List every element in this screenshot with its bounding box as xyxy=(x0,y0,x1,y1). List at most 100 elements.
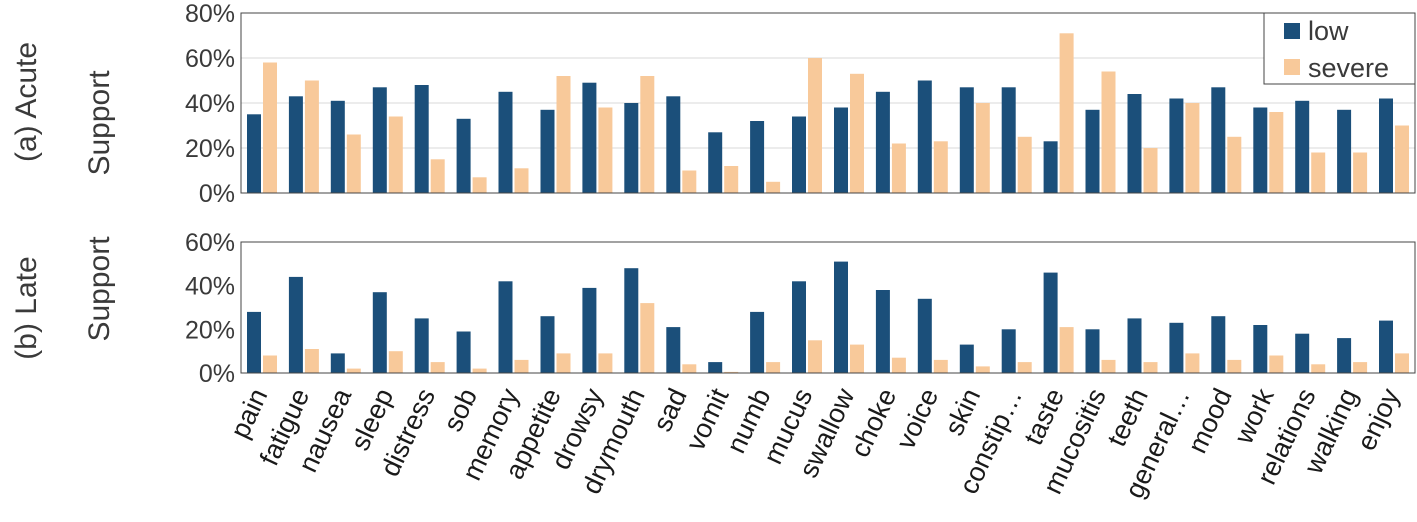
bar-acute-low-general… xyxy=(1169,98,1184,193)
bar-acute-severe-sob xyxy=(472,177,487,194)
bar-late-severe-walking xyxy=(1353,362,1368,373)
panel-label-late: (b) Late xyxy=(10,256,43,359)
bar-acute-low-appetite xyxy=(540,109,555,194)
bar-acute-severe-nausea xyxy=(346,134,361,193)
bar-late-low-swallow xyxy=(834,261,848,373)
panel-label-acute: (a) Acute xyxy=(10,42,43,162)
bar-late-low-appetite xyxy=(540,316,555,373)
bar-acute-severe-mood xyxy=(1227,136,1242,194)
bar-late-low-nausea xyxy=(330,353,345,373)
bar-late-low-general… xyxy=(1169,322,1184,373)
y-tick-label-late: 0% xyxy=(199,360,235,388)
bar-late-low-choke xyxy=(875,290,890,373)
y-tick-label-late: 20% xyxy=(185,316,235,344)
bar-late-severe-distress xyxy=(430,362,445,373)
bar-late-low-mood xyxy=(1211,316,1226,373)
legend: low severe xyxy=(1263,12,1416,85)
bar-late-severe-drymouth xyxy=(640,303,655,373)
bar-late-low-sad xyxy=(666,327,681,373)
bar-acute-severe-teeth xyxy=(1143,148,1158,193)
bar-acute-low-work xyxy=(1253,107,1268,193)
bar-late-severe-constip… xyxy=(1017,362,1032,373)
bar-late-low-numb xyxy=(750,311,765,373)
bar-late-severe-memory xyxy=(514,359,529,373)
bar-acute-low-taste xyxy=(1043,141,1058,194)
bar-acute-low-drymouth xyxy=(624,103,639,193)
plot-frame-acute xyxy=(240,12,1416,194)
bar-acute-low-walking xyxy=(1337,109,1352,194)
y-tick-label-acute: 40% xyxy=(185,90,235,118)
bar-acute-severe-constip… xyxy=(1017,136,1032,194)
y-tick-label-acute: 80% xyxy=(185,0,235,28)
bar-acute-severe-general… xyxy=(1185,103,1200,193)
bar-late-severe-voice xyxy=(933,359,948,373)
bar-acute-severe-swallow xyxy=(850,73,864,194)
bar-acute-severe-memory xyxy=(514,168,529,194)
bar-acute-low-swallow xyxy=(834,107,848,193)
panel-late: (b) Late Support 0% 20% 40% 60% xyxy=(10,229,1416,388)
bar-late-low-drowsy xyxy=(582,287,597,373)
y-tick-label-acute: 0% xyxy=(199,180,235,208)
bar-late-low-vomit xyxy=(708,362,723,373)
bar-late-low-drymouth xyxy=(624,268,639,373)
bar-late-low-work xyxy=(1253,325,1268,373)
y-tick-label-late: 60% xyxy=(185,229,235,257)
bar-late-severe-sad xyxy=(682,364,697,373)
bar-acute-low-relations xyxy=(1295,100,1310,193)
bar-late-severe-drowsy xyxy=(598,353,613,373)
bar-acute-severe-drowsy xyxy=(598,107,613,193)
bar-late-severe-teeth xyxy=(1143,362,1158,373)
bar-late-low-mucositis xyxy=(1085,329,1100,373)
bar-acute-severe-work xyxy=(1269,112,1284,193)
bar-acute-severe-voice xyxy=(933,141,948,194)
bar-acute-low-pain xyxy=(247,114,261,194)
bar-acute-severe-relations xyxy=(1311,152,1326,193)
bar-acute-low-drowsy xyxy=(582,82,597,193)
bar-acute-severe-drymouth xyxy=(640,76,655,193)
bar-late-severe-vomit xyxy=(724,371,739,373)
legend-label-severe: severe xyxy=(1308,53,1389,83)
bar-acute-low-memory xyxy=(498,91,513,194)
bar-late-severe-swallow xyxy=(850,344,864,373)
bar-late-severe-general… xyxy=(1185,353,1200,373)
bar-late-severe-relations xyxy=(1311,364,1326,373)
bar-late-low-memory xyxy=(498,281,513,373)
y-ticks-acute: 0% 20% 40% 60% 80% xyxy=(185,0,235,208)
bar-acute-severe-choke xyxy=(891,143,906,193)
bar-acute-low-mood xyxy=(1211,87,1226,194)
bar-late-severe-taste xyxy=(1059,327,1074,373)
legend-swatch-low xyxy=(1284,23,1300,39)
bar-acute-low-choke xyxy=(875,91,890,194)
bar-acute-low-mucus xyxy=(792,116,806,193)
bar-acute-severe-appetite xyxy=(556,76,571,193)
bar-late-severe-appetite xyxy=(556,353,571,373)
bar-acute-severe-numb xyxy=(766,181,781,194)
bar-late-severe-fatigue xyxy=(304,349,319,373)
legend-label-low: low xyxy=(1308,16,1349,46)
bar-late-severe-choke xyxy=(891,357,906,373)
bar-late-low-skin xyxy=(959,344,974,373)
y-tick-label-acute: 20% xyxy=(185,135,235,163)
bar-acute-severe-distress xyxy=(430,159,445,194)
bar-acute-low-teeth xyxy=(1127,94,1142,193)
bar-late-low-teeth xyxy=(1127,318,1142,373)
bar-late-low-sob xyxy=(456,331,471,373)
bar-late-severe-skin xyxy=(975,366,990,373)
bar-late-severe-mucus xyxy=(808,340,822,374)
bars-acute xyxy=(247,33,1409,194)
bar-acute-low-enjoy xyxy=(1379,98,1393,193)
bar-acute-severe-vomit xyxy=(724,166,739,193)
y-tick-label-late: 40% xyxy=(185,273,235,301)
panel-acute: (a) Acute Support 0% 20% 40% 60% 80% low sev… xyxy=(10,0,1416,208)
bar-late-severe-pain xyxy=(263,355,277,373)
bar-late-low-constip… xyxy=(1001,329,1016,373)
bar-late-severe-mood xyxy=(1227,359,1242,373)
bar-acute-low-sob xyxy=(456,118,471,194)
bar-late-severe-mucositis xyxy=(1101,359,1116,373)
bar-acute-severe-fatigue xyxy=(304,80,319,193)
bar-late-severe-work xyxy=(1269,355,1284,373)
bar-late-severe-sleep xyxy=(388,351,403,373)
x-category-label: voice xyxy=(890,384,944,454)
x-axis-categories: painfatiguenauseasleepdistresssobmemorya… xyxy=(225,383,1406,503)
